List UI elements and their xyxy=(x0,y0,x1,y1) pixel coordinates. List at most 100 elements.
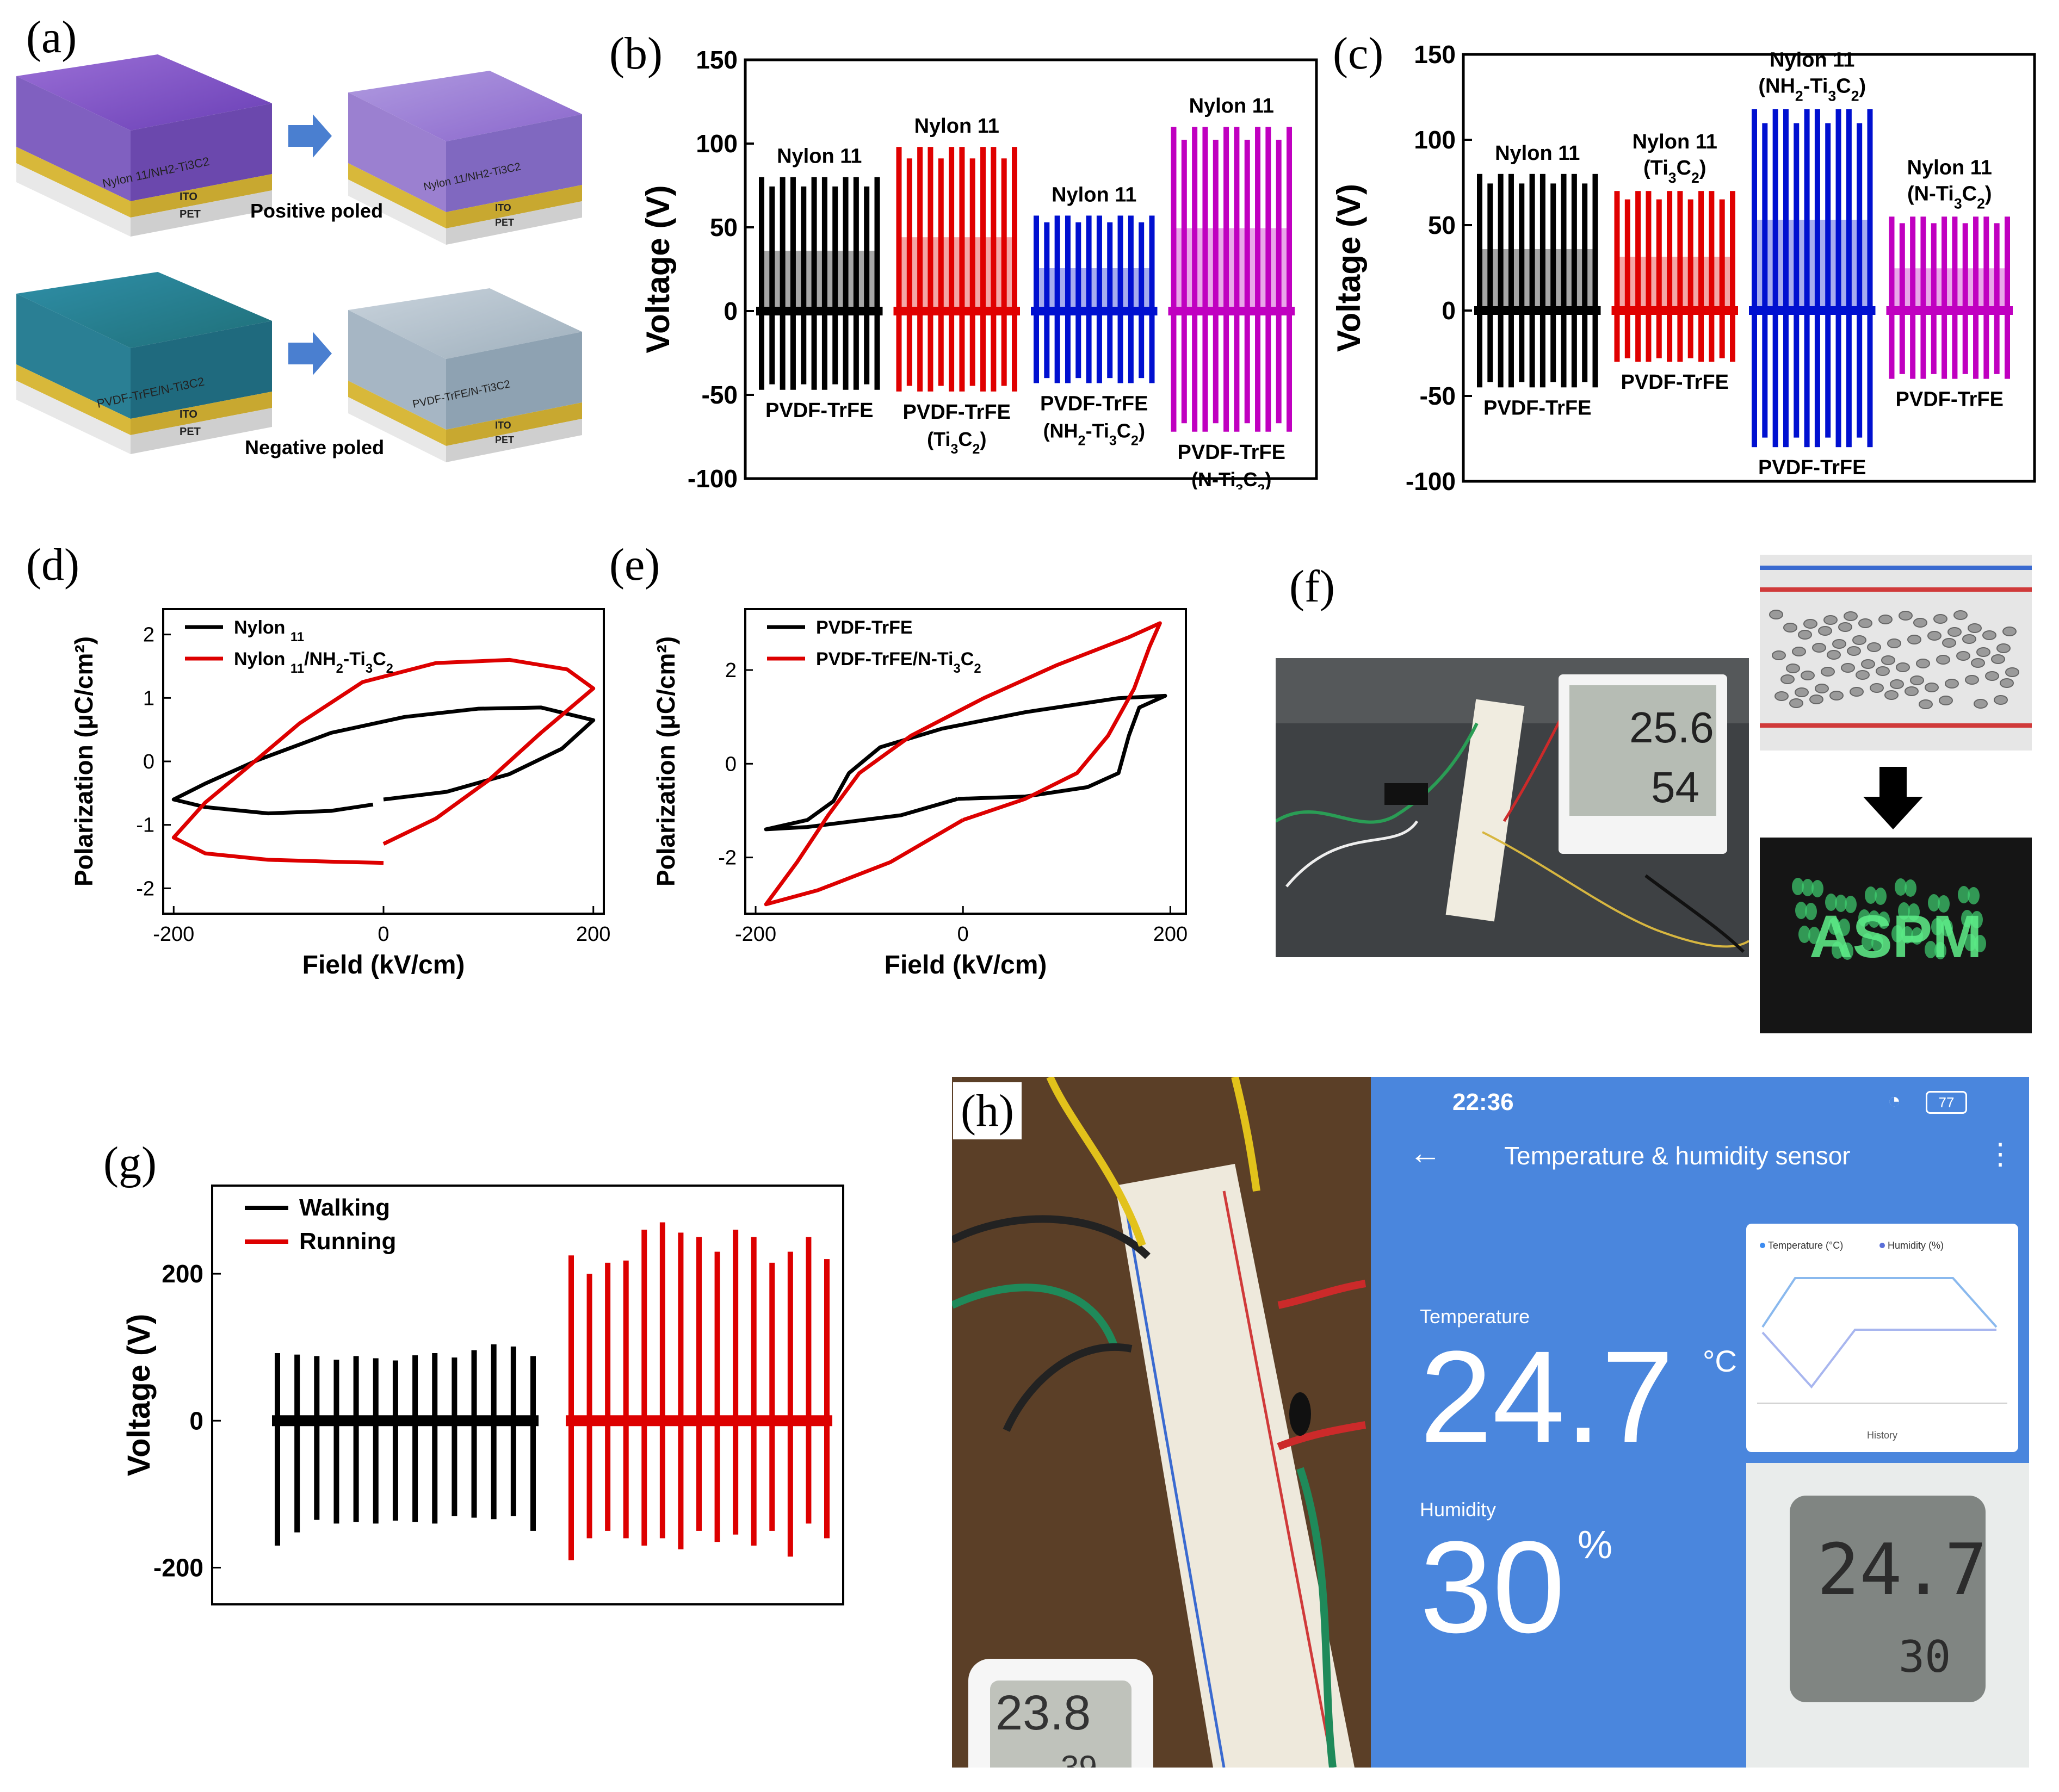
voltage-spike xyxy=(1698,191,1704,362)
lcd-hum: 54 xyxy=(1651,763,1699,811)
glowing-led xyxy=(1841,942,1853,960)
panel-f-photo-led-glow: ASPM xyxy=(1760,838,2032,1033)
voltage-spike xyxy=(294,1354,300,1533)
voltage-spike xyxy=(733,1230,739,1535)
voltage-spike xyxy=(412,1355,418,1522)
voltage-spike xyxy=(1477,173,1482,388)
led xyxy=(2002,627,2017,636)
temp-label: Temperature xyxy=(1420,1305,1530,1328)
glowing-led xyxy=(1862,933,1873,951)
voltage-spike xyxy=(392,1360,398,1521)
voltage-spike xyxy=(843,177,849,390)
led xyxy=(1942,638,1956,648)
led xyxy=(1907,635,1921,644)
chart-c: -100 -50 0 50 100 150 Voltage (V) Nylon 11 PVDF-… xyxy=(1331,44,2036,495)
group-bottom-label: PVDF-TrFE xyxy=(1896,388,2004,411)
voltage-spike xyxy=(1539,173,1545,388)
bar-group-1 xyxy=(893,147,1020,392)
y-tick-label: 0 xyxy=(724,297,738,325)
glowing-led xyxy=(1798,926,1810,943)
voltage-spike xyxy=(333,1360,339,1524)
voltage-spike xyxy=(510,1346,516,1516)
voltage-spike xyxy=(1835,109,1841,448)
led xyxy=(1870,683,1884,693)
group-top-label: Nylon 11 xyxy=(1907,156,1992,179)
voltage-spike xyxy=(1086,215,1092,383)
block-top-left: Nylon 11/NH2-Ti3C2 ITO PET xyxy=(16,54,272,237)
led xyxy=(1982,630,1996,640)
y-tick-label: -1 xyxy=(136,814,154,837)
block-bottom-right: PVDF-TrFE/N-Ti3C2 ITO PET xyxy=(348,288,582,462)
group-bottom-sub: (N-Ti3C2) xyxy=(1191,468,1271,489)
baseline-line xyxy=(756,307,883,315)
group-bottom-sub: (NH2-Ti3C2) xyxy=(1043,419,1145,448)
voltage-spike xyxy=(1814,109,1820,448)
more-menu-icon[interactable]: ⋮ xyxy=(1986,1138,2015,1170)
voltage-spike xyxy=(471,1350,477,1518)
glowing-led xyxy=(1868,910,1880,928)
legend-label: Walking xyxy=(299,1194,390,1221)
led xyxy=(1821,667,1835,677)
voltage-spike xyxy=(1614,191,1620,362)
svg-text:Humidity (%): Humidity (%) xyxy=(1888,1240,1944,1251)
glowing-led xyxy=(1964,934,1976,951)
led xyxy=(1795,687,1809,697)
voltage-spike xyxy=(1889,216,1895,379)
voltage-spike xyxy=(896,147,902,392)
bar-group-0 xyxy=(1474,173,1601,388)
voltage-spike xyxy=(1730,191,1735,362)
bar-group-2 xyxy=(1749,109,1876,448)
glowing-led xyxy=(1878,911,1890,929)
baseline-band xyxy=(896,237,1017,311)
svg-text:ITO: ITO xyxy=(180,408,197,420)
led xyxy=(1881,655,1895,665)
voltage-spike xyxy=(1234,127,1240,432)
voltage-spike xyxy=(530,1356,536,1531)
voltage-spike xyxy=(1994,223,2000,374)
led xyxy=(1789,698,1803,708)
baseline-band xyxy=(1477,249,1598,311)
voltage-spike xyxy=(949,147,955,392)
glowing-led xyxy=(1958,886,1970,903)
baseline-band xyxy=(1171,228,1292,311)
voltage-spike xyxy=(906,158,912,386)
glowing-led xyxy=(1871,934,1883,952)
arrow-bottom xyxy=(288,332,332,375)
group-bottom-label: PVDF-TrFE xyxy=(1483,396,1591,419)
led xyxy=(1965,675,1979,685)
voltage-spike xyxy=(1719,199,1725,358)
glowing-led xyxy=(1811,880,1823,897)
led xyxy=(1856,670,1870,680)
voltage-spike xyxy=(769,186,775,385)
glowing-led xyxy=(1901,926,1913,944)
history-card[interactable]: Temperature (°C) Humidity (%) History xyxy=(1746,1224,2018,1452)
negative-poled-caption: Negative poled xyxy=(245,436,384,458)
voltage-spike xyxy=(1529,173,1535,388)
voltage-spike xyxy=(1931,223,1937,374)
voltage-spike xyxy=(373,1358,379,1524)
back-arrow-icon[interactable]: ← xyxy=(1409,1134,1442,1171)
glowing-led xyxy=(1865,886,1877,904)
voltage-spike xyxy=(1213,139,1219,424)
led xyxy=(1919,699,1933,709)
glowing-led xyxy=(1802,879,1814,896)
led xyxy=(1861,659,1875,669)
group-top-label: Nylon 11 xyxy=(1633,131,1717,153)
voltage-spike xyxy=(991,147,997,392)
voltage-spike xyxy=(1075,222,1081,379)
glowing-led xyxy=(1838,919,1850,936)
glowing-led xyxy=(1858,909,1870,927)
voltage-spike xyxy=(1899,223,1905,374)
led xyxy=(1994,695,2008,705)
voltage-spike xyxy=(1646,191,1652,362)
voltage-spike xyxy=(1550,183,1556,382)
led xyxy=(1899,611,1913,621)
x-tick-label: 200 xyxy=(576,923,610,946)
glowing-led xyxy=(1925,941,1937,958)
legend-label: PVDF-TrFE/N-Ti3C2 xyxy=(816,649,981,676)
voltage-spike xyxy=(1202,127,1208,432)
led xyxy=(1947,627,1962,637)
voltage-spike xyxy=(759,177,764,390)
voltage-spike xyxy=(1857,123,1863,438)
voltage-spike xyxy=(1910,216,1916,379)
